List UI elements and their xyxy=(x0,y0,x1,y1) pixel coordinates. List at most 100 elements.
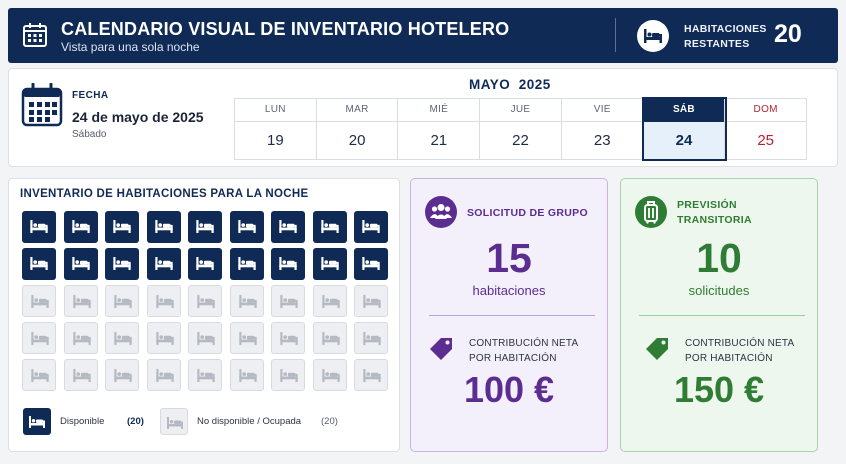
room-occupied[interactable] xyxy=(354,285,388,317)
room-occupied[interactable] xyxy=(312,322,347,354)
room-occupied[interactable] xyxy=(146,359,181,391)
transient-forecast-unit: solicitudes xyxy=(688,283,750,298)
date-label: FECHA xyxy=(72,90,109,101)
room-occupied[interactable] xyxy=(312,359,347,391)
room-available[interactable] xyxy=(229,211,264,243)
room-occupied[interactable] xyxy=(271,285,305,317)
legend-available-count: (20) xyxy=(127,416,144,427)
transient-label-line-1: PREVISIÓN xyxy=(677,199,737,211)
day-cell-mar[interactable]: MAR 20 xyxy=(316,99,399,159)
room-available[interactable] xyxy=(312,248,347,280)
day-cell-sab-selected[interactable]: SÁB 24 xyxy=(641,97,728,161)
luggage-icon xyxy=(635,196,667,228)
day-number: 20 xyxy=(348,132,366,149)
room-occupied[interactable] xyxy=(22,285,56,317)
room-available[interactable] xyxy=(271,211,305,243)
room-available[interactable] xyxy=(63,248,98,280)
day-name: LUN xyxy=(235,99,316,122)
day-number: 25 xyxy=(757,132,775,149)
group-request-unit: habitaciones xyxy=(472,283,546,298)
day-cell-jue[interactable]: JUE 22 xyxy=(480,99,562,159)
room-occupied[interactable] xyxy=(354,322,388,354)
room-available[interactable] xyxy=(105,211,139,243)
contribution-line-2: POR HABITACIÓN xyxy=(469,353,557,364)
room-available[interactable] xyxy=(188,248,222,280)
room-occupied[interactable] xyxy=(22,359,56,391)
room-available[interactable] xyxy=(22,248,56,280)
bed-icon xyxy=(637,20,669,52)
room-occupied[interactable] xyxy=(229,285,264,317)
room-occupied[interactable] xyxy=(354,359,388,391)
group-contribution-label: CONTRIBUCIÓN NETA POR HABITACIÓN xyxy=(469,336,578,366)
day-name: MAR xyxy=(316,99,398,122)
legend-occupied-count: (20) xyxy=(321,416,338,427)
room-available[interactable] xyxy=(312,211,347,243)
room-occupied[interactable] xyxy=(312,285,347,317)
transient-forecast-card: PREVISIÓN TRANSITORIA 10 solicitudes CON… xyxy=(620,178,818,452)
day-name: SÁB xyxy=(643,99,725,122)
contribution-line-1: CONTRIBUCIÓN NETA xyxy=(685,338,795,349)
room-occupied[interactable] xyxy=(188,359,222,391)
transient-forecast-label: PREVISIÓN TRANSITORIA xyxy=(677,198,752,228)
week-strip: LUN 19 MAR 20 MIÉ 21 JUE 22 VIE 23 SÁB 2… xyxy=(234,97,807,161)
room-occupied[interactable] xyxy=(105,322,139,354)
price-tag-icon xyxy=(643,336,671,367)
date-weekday: Sábado xyxy=(72,129,107,140)
group-request-count: 15 xyxy=(486,235,532,281)
day-name: DOM xyxy=(725,99,807,122)
room-occupied[interactable] xyxy=(229,322,264,354)
day-number: 21 xyxy=(430,132,448,149)
room-occupied[interactable] xyxy=(63,285,98,317)
room-occupied[interactable] xyxy=(22,322,56,354)
room-available[interactable] xyxy=(354,211,388,243)
day-name: MIÉ xyxy=(398,99,480,122)
room-available[interactable] xyxy=(22,211,56,243)
room-available[interactable] xyxy=(105,248,139,280)
day-name: JUE xyxy=(480,99,561,122)
room-occupied[interactable] xyxy=(63,322,98,354)
room-grid xyxy=(22,211,388,391)
date-panel: FECHA 24 de mayo de 2025 Sábado MAYO 202… xyxy=(8,68,838,167)
room-occupied[interactable] xyxy=(271,359,305,391)
legend-available-label: Disponible xyxy=(60,416,105,427)
transient-forecast-count: 10 xyxy=(696,235,742,281)
room-available[interactable] xyxy=(146,248,181,280)
room-occupied[interactable] xyxy=(146,285,181,317)
day-number: 22 xyxy=(512,132,529,149)
group-request-label: SOLICITUD DE GRUPO xyxy=(467,207,588,219)
day-cell-mie[interactable]: MIÉ 21 xyxy=(398,99,481,159)
month-label: MAYO 2025 xyxy=(469,77,551,92)
day-cell-lun[interactable]: LUN 19 xyxy=(235,99,317,159)
legend-occupied-swatch xyxy=(160,408,188,435)
people-icon xyxy=(425,196,457,228)
room-occupied[interactable] xyxy=(229,359,264,391)
price-tag-icon xyxy=(427,336,455,367)
room-available[interactable] xyxy=(271,248,305,280)
inventory-legend: Disponible (20) No disponible / Ocupada … xyxy=(23,408,393,436)
legend-available-swatch xyxy=(23,408,51,435)
group-request-card: SOLICITUD DE GRUPO 15 habitaciones CONTR… xyxy=(410,178,608,452)
room-available[interactable] xyxy=(229,248,264,280)
card-divider xyxy=(639,315,805,316)
day-number: 24 xyxy=(675,132,693,149)
room-available[interactable] xyxy=(146,211,181,243)
day-cell-dom[interactable]: DOM 25 xyxy=(725,99,807,159)
day-name: VIE xyxy=(561,99,643,122)
room-occupied[interactable] xyxy=(105,285,139,317)
transient-contribution-label: CONTRIBUCIÓN NETA POR HABITACIÓN xyxy=(685,336,794,366)
room-available[interactable] xyxy=(63,211,98,243)
inventory-title: INVENTARIO DE HABITACIONES PARA LA NOCHE xyxy=(20,188,309,200)
room-occupied[interactable] xyxy=(188,322,222,354)
room-occupied[interactable] xyxy=(271,322,305,354)
room-occupied[interactable] xyxy=(146,322,181,354)
date-value: 24 de mayo de 2025 xyxy=(72,109,204,125)
room-available[interactable] xyxy=(354,248,388,280)
room-occupied[interactable] xyxy=(63,359,98,391)
header-divider xyxy=(615,18,616,52)
day-cell-vie[interactable]: VIE 23 xyxy=(561,99,644,159)
legend-occupied-label: No disponible / Ocupada xyxy=(197,416,302,427)
room-available[interactable] xyxy=(188,211,222,243)
room-occupied[interactable] xyxy=(105,359,139,391)
group-contribution-amount: 100 € xyxy=(463,369,555,410)
room-occupied[interactable] xyxy=(188,285,222,317)
